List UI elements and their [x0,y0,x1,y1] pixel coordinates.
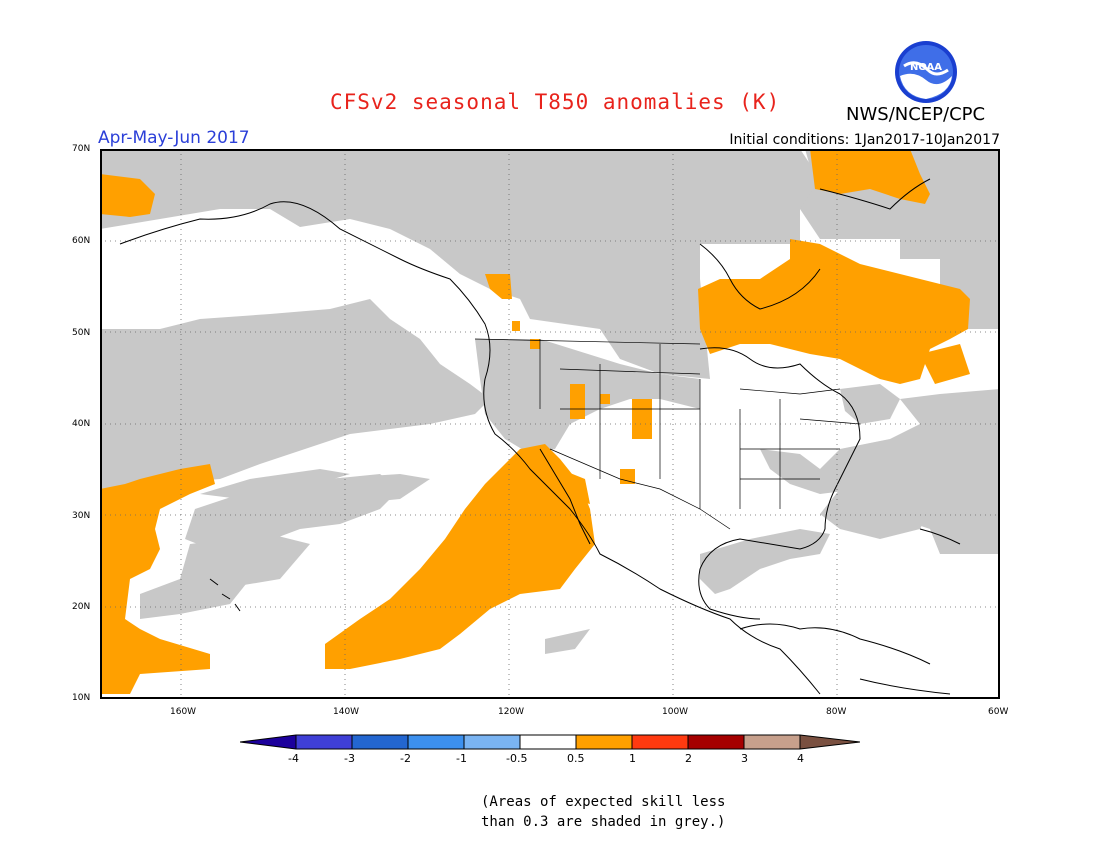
lon-label-100w: 100W [662,707,689,717]
lon-label-160w: 160W [170,707,197,717]
map-frame [100,149,1000,699]
lat-label-50n: 50N [72,328,91,338]
lat-label-10n: 10N [72,693,91,703]
noaa-logo: NOAA [894,40,958,104]
colorbar-tick: 3 [741,752,748,765]
chart-title: CFSv2 seasonal T850 anomalies (K) [330,90,781,114]
agency-label: NWS/NCEP/CPC [846,104,986,125]
colorbar-tick: 1 [629,752,636,765]
lat-label-70n: 70N [72,144,91,154]
colorbar-segment-neutral [520,735,576,749]
lon-label-140w: 140W [333,707,360,717]
low-skill-shading [100,149,1000,654]
colorbar-segment-minus1-minus05 [464,735,520,749]
colorbar-segment-05-1 [576,735,632,749]
graticule [100,149,1000,699]
forecast-period: Apr-May-Jun 2017 [98,128,250,148]
skill-footnote: (Areas of expected skill less than 0.3 a… [481,792,725,832]
lat-label-30n: 30N [72,511,91,521]
colorbar-tick: 0.5 [567,752,585,765]
political-borders [474,338,861,530]
colorbar-tick: 4 [797,752,804,765]
positive-anomaly-shading [100,149,970,694]
lon-label-60w: 60W [988,707,1009,717]
lat-label-20n: 20N [72,602,91,612]
initial-conditions: Initial conditions: 1Jan2017-10Jan2017 [729,132,1000,148]
lon-label-120w: 120W [498,707,525,717]
coastlines [119,178,961,695]
footnote-line: (Areas of expected skill less [481,794,726,810]
colorbar-tick: -3 [344,752,355,765]
colorbar-segment-3-4 [744,735,800,749]
anomaly-map [100,149,1000,699]
lon-label-80w: 80W [826,707,847,717]
colorbar-segment-lt-minus4 [240,735,296,749]
colorbar-tick: 2 [685,752,692,765]
colorbar [240,734,860,750]
colorbar-tick: -4 [288,752,299,765]
colorbar-segment-1-2 [632,735,688,749]
colorbar-tick: -0.5 [506,752,528,765]
lat-label-60n: 60N [72,236,91,246]
svg-text:NOAA: NOAA [910,62,942,73]
footnote-line: than 0.3 are shaded in grey.) [481,814,726,830]
colorbar-tick: -2 [400,752,411,765]
colorbar-segment-2-3 [688,735,744,749]
colorbar-segment-minus3-minus2 [352,735,408,749]
colorbar-segment-minus4-minus3 [296,735,352,749]
lat-label-40n: 40N [72,419,91,429]
colorbar-segment-gt-4 [800,735,860,749]
colorbar-tick: -1 [456,752,467,765]
colorbar-segment-minus2-minus1 [408,735,464,749]
